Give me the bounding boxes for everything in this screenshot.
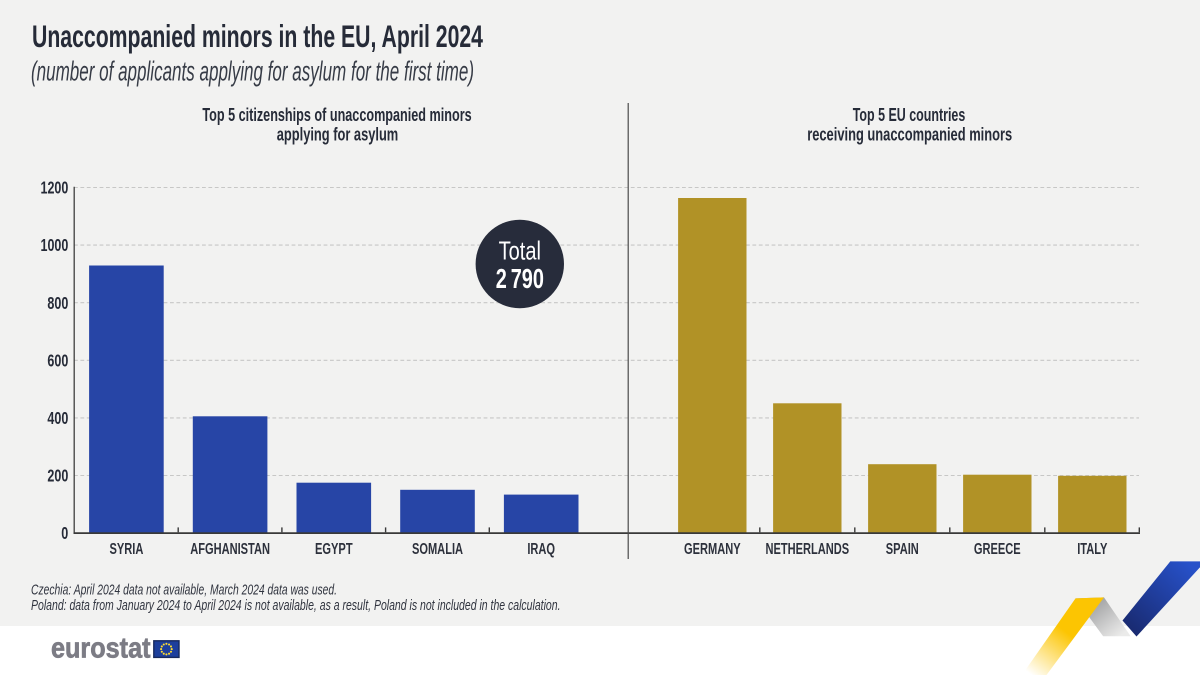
svg-text:0: 0 xyxy=(61,523,68,543)
svg-text:600: 600 xyxy=(47,350,68,370)
svg-text:GREECE: GREECE xyxy=(974,541,1021,558)
svg-text:Czechia: April 2024 data not a: Czechia: April 2024 data not available, … xyxy=(31,581,337,598)
svg-text:SYRIA: SYRIA xyxy=(109,541,143,558)
svg-text:SOMALIA: SOMALIA xyxy=(412,541,463,558)
svg-text:2 790: 2 790 xyxy=(496,263,544,294)
svg-text:(number of applicants applying: (number of applicants applying for asylu… xyxy=(31,56,474,87)
svg-text:SPAIN: SPAIN xyxy=(886,541,919,558)
svg-text:EGYPT: EGYPT xyxy=(315,541,353,558)
svg-text:ITALY: ITALY xyxy=(1077,541,1108,558)
svg-text:IRAQ: IRAQ xyxy=(527,541,555,558)
svg-text:Top 5 citizenships of unaccomp: Top 5 citizenships of unaccompanied mino… xyxy=(202,104,471,125)
svg-text:400: 400 xyxy=(47,408,68,428)
svg-text:receiving unaccompanied minors: receiving unaccompanied minors xyxy=(807,124,1012,145)
svg-text:eurostat: eurostat xyxy=(51,632,151,664)
svg-text:1000: 1000 xyxy=(41,235,69,255)
svg-text:Total: Total xyxy=(499,235,541,265)
svg-text:Poland: data from January 2024: Poland: data from January 2024 to April … xyxy=(31,597,561,614)
svg-text:Unaccompanied minors in the EU: Unaccompanied minors in the EU, April 20… xyxy=(32,18,483,54)
svg-text:applying for asylum: applying for asylum xyxy=(277,124,399,145)
svg-text:Top 5 EU countries: Top 5 EU countries xyxy=(853,104,966,125)
svg-text:GERMANY: GERMANY xyxy=(684,541,741,558)
svg-text:NETHERLANDS: NETHERLANDS xyxy=(765,541,849,558)
svg-text:200: 200 xyxy=(47,466,68,486)
svg-text:800: 800 xyxy=(47,293,68,313)
svg-text:1200: 1200 xyxy=(41,178,69,198)
svg-text:AFGHANISTAN: AFGHANISTAN xyxy=(190,541,270,558)
